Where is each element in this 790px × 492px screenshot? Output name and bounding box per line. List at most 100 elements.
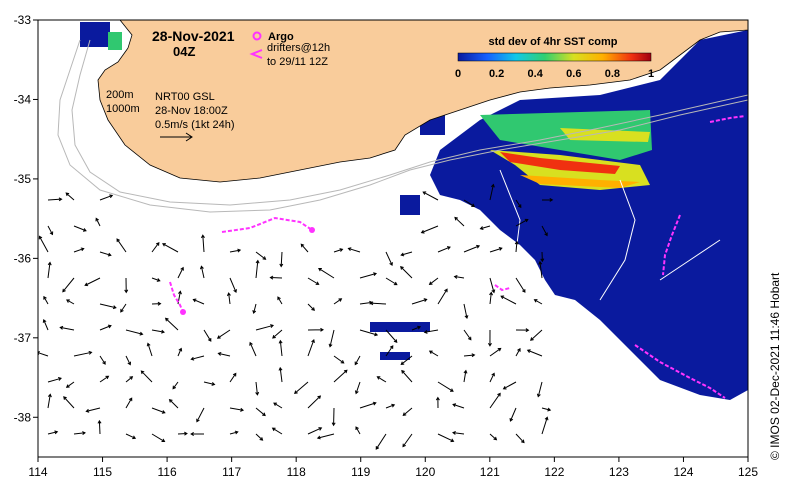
current-vector xyxy=(172,381,179,390)
drifter-legend-icon xyxy=(249,49,263,59)
current-vector xyxy=(487,329,492,347)
lon-tick-label: 118 xyxy=(287,465,306,479)
current-vector xyxy=(515,277,526,293)
current-vector xyxy=(192,298,205,305)
current-vector xyxy=(307,339,315,357)
product-time: 28-Nov 18:00Z xyxy=(155,105,228,117)
colorbar-tick-label: 0.6 xyxy=(566,68,581,80)
current-vector xyxy=(307,327,324,332)
current-vector xyxy=(307,277,320,285)
current-vector xyxy=(151,407,166,414)
lat-tick-label: -38 xyxy=(14,410,32,424)
lon-tick-label: 120 xyxy=(415,465,435,479)
current-vector xyxy=(73,350,93,357)
current-vector xyxy=(401,369,413,383)
current-vector xyxy=(463,369,468,383)
argo-legend-icon xyxy=(252,31,262,41)
current-vector xyxy=(252,303,257,315)
current-vector xyxy=(255,433,264,441)
colorbar xyxy=(457,52,652,62)
current-vector xyxy=(333,369,348,383)
current-vector xyxy=(255,407,266,417)
current-vector xyxy=(47,225,54,236)
current-vector xyxy=(375,433,387,450)
current-vector xyxy=(140,370,153,383)
current-vector xyxy=(489,372,495,383)
current-vector xyxy=(190,355,205,361)
current-vector xyxy=(249,341,257,357)
current-vector xyxy=(125,433,137,440)
credit-text: © IMOS 02-Dec-2021 11:46 Hobart xyxy=(768,272,782,460)
current-vector xyxy=(489,277,496,294)
current-vector xyxy=(411,325,422,331)
lon-tick-label: 116 xyxy=(158,465,177,479)
current-vector xyxy=(333,248,344,253)
current-vector xyxy=(272,329,283,339)
current-vector xyxy=(333,355,345,364)
current-vector xyxy=(125,329,144,336)
current-vector xyxy=(347,247,361,253)
colorbar-title: std dev of 4hr SST comp xyxy=(489,36,618,48)
current-vector xyxy=(463,353,476,358)
current-vector xyxy=(515,433,525,444)
current-vector xyxy=(63,396,75,409)
current-vector xyxy=(402,433,413,448)
current-vector xyxy=(278,366,283,383)
current-vector xyxy=(177,431,188,436)
current-vector xyxy=(502,381,517,390)
drifters-period: to 29/11 12Z xyxy=(267,56,328,68)
current-vector xyxy=(307,427,323,435)
current-vector xyxy=(273,402,283,409)
current-vector xyxy=(437,288,448,305)
current-vector xyxy=(177,266,184,279)
current-vector xyxy=(463,303,469,320)
lon-tick-label: 125 xyxy=(738,465,758,479)
current-vector xyxy=(73,225,87,232)
argo-floats xyxy=(180,227,315,315)
current-vector xyxy=(526,349,543,357)
current-vector xyxy=(151,277,161,282)
isobath-lines xyxy=(57,39,748,213)
current-vector xyxy=(331,407,336,427)
current-vector xyxy=(385,277,398,286)
current-vector xyxy=(99,375,110,383)
current-vector xyxy=(59,325,75,331)
colorbar-tick-label: 0.8 xyxy=(605,68,620,80)
current-vector xyxy=(452,403,465,409)
current-vector xyxy=(255,259,260,279)
current-vector xyxy=(65,192,75,201)
current-vector xyxy=(124,277,129,294)
current-vector xyxy=(385,345,394,357)
current-vector xyxy=(437,433,455,443)
current-vector xyxy=(514,240,519,253)
lat-tick-label: -34 xyxy=(14,92,32,106)
current-vector xyxy=(177,347,183,357)
lon-tick-label: 123 xyxy=(609,465,629,479)
current-vector xyxy=(385,329,398,343)
current-vector xyxy=(454,216,465,227)
current-vector xyxy=(229,277,237,294)
current-vector xyxy=(125,397,133,409)
current-vector xyxy=(354,381,361,395)
current-vector xyxy=(255,251,267,260)
lat-tick-label: -36 xyxy=(14,251,32,265)
current-vector xyxy=(73,247,85,253)
current-vector xyxy=(489,433,498,441)
current-vector xyxy=(151,433,166,443)
current-vector xyxy=(515,347,521,357)
lat-tick-label: -33 xyxy=(14,13,32,27)
map-hour: 04Z xyxy=(173,44,195,59)
lon-tick-label: 115 xyxy=(93,465,112,479)
current-vector xyxy=(47,197,63,202)
current-vector xyxy=(533,299,543,305)
longitude-axis: 114 115 116 117 118 119 120 121 122 123 124 125 xyxy=(28,457,758,479)
lon-tick-label: 117 xyxy=(222,465,241,479)
lon-tick-label: 121 xyxy=(480,465,500,479)
current-vector xyxy=(168,398,179,409)
current-vector xyxy=(294,381,309,395)
current-vector xyxy=(151,329,165,334)
current-vector xyxy=(47,261,52,279)
current-vector xyxy=(190,432,205,436)
current-vector xyxy=(307,303,315,311)
